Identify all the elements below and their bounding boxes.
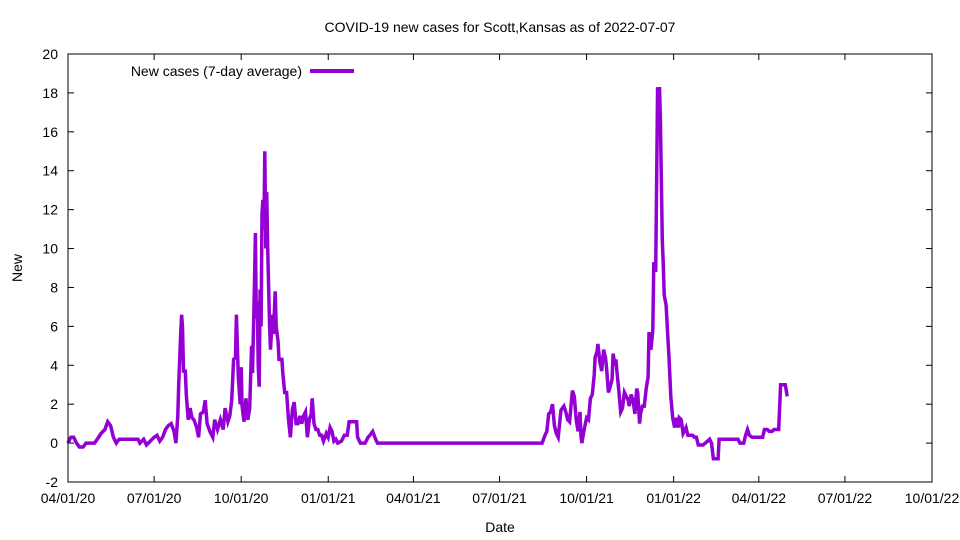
y-tick-label: 6 bbox=[50, 318, 58, 334]
y-tick-label: 12 bbox=[42, 202, 58, 218]
x-tick-label: 10/01/21 bbox=[559, 490, 614, 506]
x-axis-label: Date bbox=[485, 519, 515, 535]
x-tick-label: 01/01/21 bbox=[301, 490, 356, 506]
x-tick-label: 10/01/22 bbox=[905, 490, 960, 506]
tick-labels: -2 0 2 4 6 8 10 12 14 16 18 20 04/01/20 07/01/20 10/01… bbox=[41, 46, 960, 506]
plot-frame bbox=[67, 53, 933, 483]
y-tick-label: 10 bbox=[42, 241, 58, 257]
x-tick-label: 04/01/21 bbox=[386, 490, 441, 506]
y-tick-label: 14 bbox=[42, 163, 58, 179]
series-line bbox=[66, 87, 789, 461]
x-tick-label: 07/01/22 bbox=[818, 490, 873, 506]
x-tick-label: 10/01/20 bbox=[214, 490, 269, 506]
legend: New cases (7-day average) bbox=[131, 63, 354, 79]
y-tick-label: -2 bbox=[46, 474, 59, 490]
x-tick-label: 04/01/22 bbox=[732, 490, 787, 506]
chart-title: COVID-19 new cases for Scott,Kansas as o… bbox=[325, 19, 676, 35]
y-tick-label: 20 bbox=[42, 46, 58, 62]
y-tick-label: 0 bbox=[50, 435, 58, 451]
y-tick-label: 8 bbox=[50, 279, 58, 295]
y-tick-label: 4 bbox=[50, 357, 58, 373]
series-layer bbox=[66, 87, 789, 461]
legend-label: New cases (7-day average) bbox=[131, 63, 302, 79]
y-tick-label: 18 bbox=[42, 85, 58, 101]
x-tick-label: 01/01/22 bbox=[646, 490, 701, 506]
x-tick-label: 07/01/21 bbox=[472, 490, 527, 506]
y-tick-label: 16 bbox=[42, 124, 58, 140]
y-axis-label: New bbox=[9, 253, 25, 282]
x-tick-label: 07/01/20 bbox=[127, 490, 182, 506]
x-tick-label: 04/01/20 bbox=[41, 490, 96, 506]
y-tick-label: 2 bbox=[50, 396, 58, 412]
